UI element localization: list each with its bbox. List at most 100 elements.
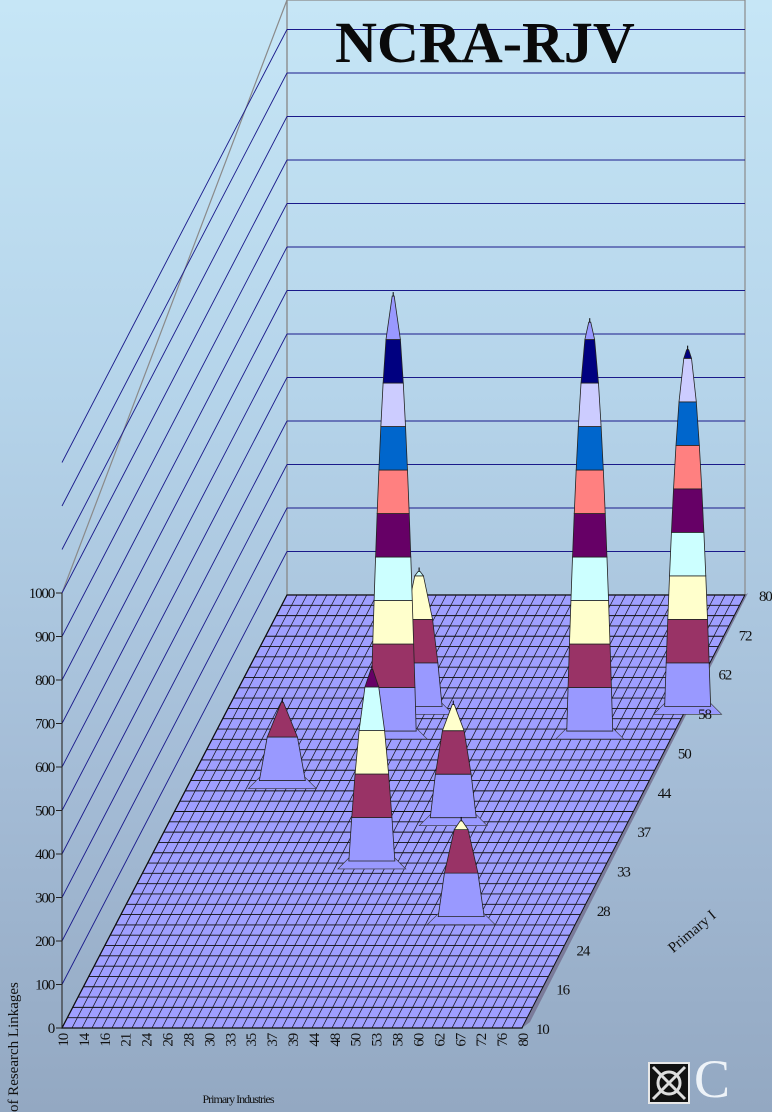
peak-band xyxy=(673,444,703,490)
y-tick-label: 72 xyxy=(739,628,752,644)
peak-band xyxy=(575,426,604,471)
peak-band xyxy=(258,736,306,781)
peak-band xyxy=(569,600,611,645)
peak-band xyxy=(437,872,485,918)
gridlines xyxy=(61,29,745,985)
y-tick-label: 80 xyxy=(759,589,772,605)
gridline-left xyxy=(61,464,288,898)
y-tick-label: 44 xyxy=(658,786,672,802)
peak-band xyxy=(351,773,393,818)
peak-band xyxy=(348,817,396,862)
x-tick-label: 76 xyxy=(495,1032,511,1046)
gridline-left xyxy=(61,203,288,637)
gridline-left xyxy=(61,116,288,550)
x-tick-label: 58 xyxy=(391,1033,407,1046)
peak-band xyxy=(441,704,465,732)
x-tick-label: 26 xyxy=(161,1032,177,1046)
z-tick-label: 800 xyxy=(35,673,55,689)
y-tick-label: 16 xyxy=(556,983,570,999)
y-axis-label: Primary I xyxy=(665,907,719,956)
x-tick-label: 16 xyxy=(98,1032,114,1046)
z-tick-label: 500 xyxy=(35,804,55,820)
peak-band xyxy=(570,556,609,601)
x-tick-label: 48 xyxy=(328,1033,344,1046)
x-tick-label: 39 xyxy=(286,1033,302,1046)
gridline-left xyxy=(61,507,288,942)
x-tick-label: 37 xyxy=(265,1032,281,1046)
chart-title: NCRA-RJV xyxy=(335,10,635,75)
peak-band xyxy=(567,643,612,688)
logo-text: C xyxy=(694,1049,731,1109)
surface-peak xyxy=(418,700,488,826)
z-tick-label: 300 xyxy=(35,891,55,907)
peak-band xyxy=(671,488,705,533)
z-tick-label: 700 xyxy=(35,717,55,733)
y-tick-label: 58 xyxy=(698,707,711,723)
x-tick-label: 62 xyxy=(432,1033,448,1046)
x-tick-label: 14 xyxy=(77,1032,93,1046)
peak-band xyxy=(364,669,380,688)
y-tick-label: 62 xyxy=(718,668,731,684)
peak-band xyxy=(572,513,608,558)
peak-band xyxy=(380,382,406,427)
peak-band xyxy=(669,531,707,577)
gridline-left xyxy=(61,72,288,507)
x-tick-label: 60 xyxy=(411,1033,427,1046)
y-tick-label: 10 xyxy=(536,1022,549,1038)
peak-band xyxy=(266,701,299,738)
peak-band xyxy=(372,600,415,645)
x-tick-label: 50 xyxy=(349,1033,365,1046)
surface-peak xyxy=(426,816,496,925)
peak-band xyxy=(429,773,477,819)
y-tick-label: 24 xyxy=(577,943,591,959)
peak-band xyxy=(665,618,710,664)
peak-band xyxy=(453,820,469,831)
surface-peak xyxy=(652,345,723,715)
logo-icon xyxy=(648,1062,690,1104)
y-tick-label: 28 xyxy=(597,904,610,920)
peak-band xyxy=(373,556,413,601)
surface-peak xyxy=(555,318,625,740)
x-tick-label: 33 xyxy=(223,1033,239,1046)
z-tick-label: 900 xyxy=(35,630,55,646)
peak-band xyxy=(413,571,425,577)
surface-peaks xyxy=(247,292,723,925)
peak-band xyxy=(375,513,412,558)
x-tick-label: 80 xyxy=(516,1033,532,1046)
z-tick-label: 1000 xyxy=(29,586,55,602)
gridline-left xyxy=(61,333,288,768)
peak-band xyxy=(675,401,700,446)
x-tick-label: 28 xyxy=(181,1033,197,1046)
logo-emblem-icon xyxy=(651,1065,687,1101)
z-tick-label: 200 xyxy=(35,934,55,950)
peak-band xyxy=(580,339,599,384)
peak-band xyxy=(378,426,408,471)
y-tick-label: 33 xyxy=(617,865,630,881)
surface-peak xyxy=(247,698,318,789)
surface-peak xyxy=(337,665,407,870)
peak-band xyxy=(371,643,416,688)
gridline-left xyxy=(61,29,288,463)
peak-band xyxy=(385,295,401,340)
peak-band xyxy=(664,662,712,707)
x-axis-label: Primary Industries xyxy=(203,1092,275,1106)
z-axis-label: No. of Research Linkages xyxy=(6,982,22,1112)
z-tick-label: 0 xyxy=(48,1021,55,1037)
gridline-left xyxy=(61,551,288,985)
peak-band xyxy=(382,339,404,384)
x-tick-label: 24 xyxy=(140,1032,156,1046)
tick-labels: 0 100 200 300 400 500 600 700 800 900 1000 10 14 16 21… xyxy=(29,586,772,1047)
peak-band xyxy=(577,382,602,427)
gridline-left xyxy=(61,420,288,855)
x-tick-label: 10 xyxy=(56,1033,72,1046)
x-tick-label: 21 xyxy=(119,1033,135,1046)
z-tick-label: 600 xyxy=(35,760,55,776)
peak-band xyxy=(376,469,410,514)
gridline-left xyxy=(61,159,288,594)
peak-band xyxy=(354,730,390,775)
y-tick-label: 37 xyxy=(637,825,651,841)
z-tick-label: 400 xyxy=(35,847,55,863)
y-tick-label: 50 xyxy=(678,746,691,762)
x-tick-label: 44 xyxy=(307,1032,323,1046)
